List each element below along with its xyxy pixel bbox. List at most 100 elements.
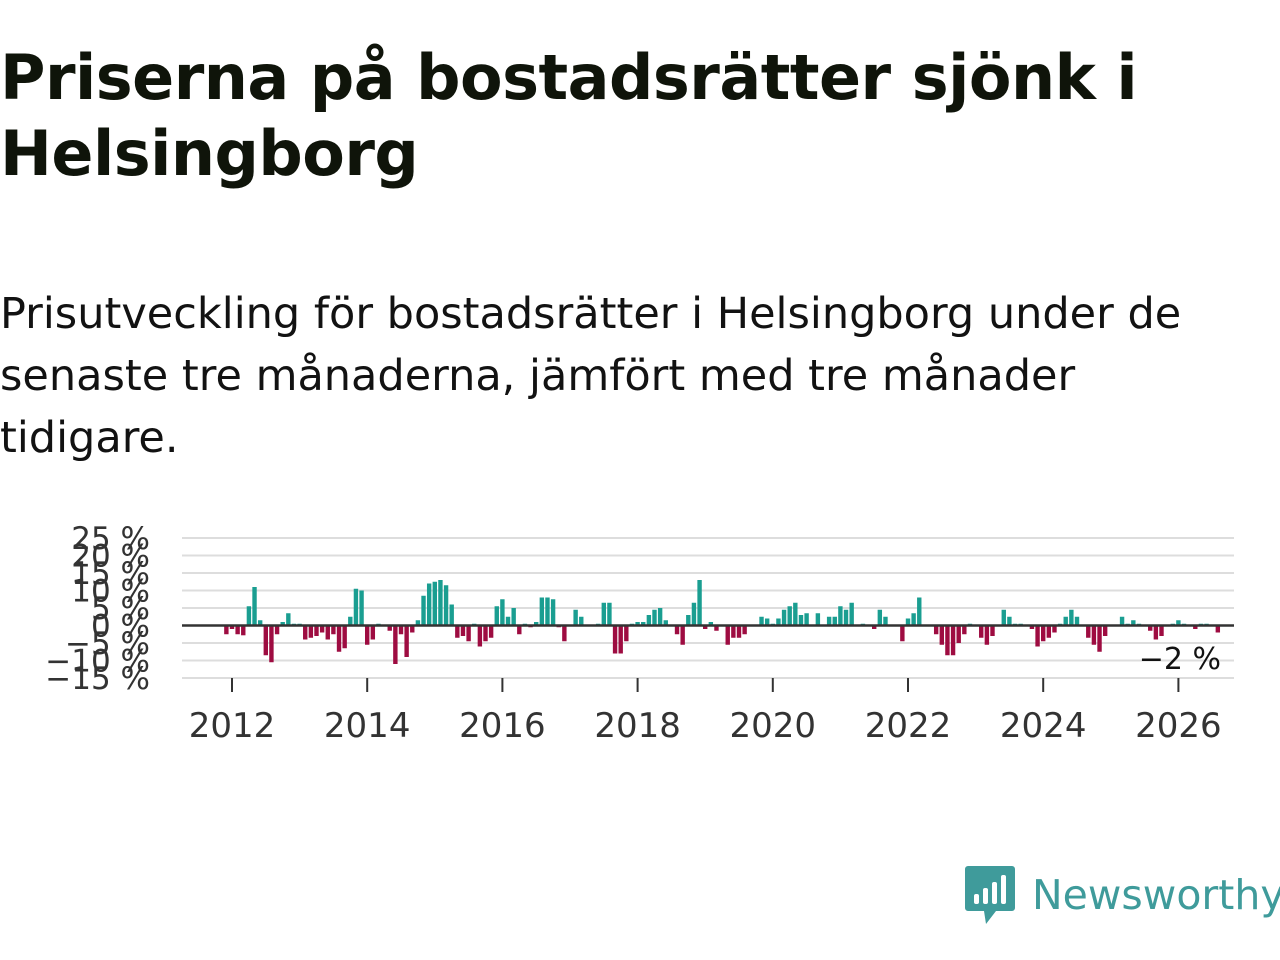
bars [224,580,1221,664]
y-tick-label: 10 % [71,574,150,610]
newsworthy-logo-icon [965,866,1015,924]
bar [263,625,268,656]
bar [804,613,809,626]
bar [815,613,821,626]
bar [331,625,336,635]
x-tick-label: 2024 [1000,706,1087,746]
bar [1029,625,1035,629]
bar [365,625,370,645]
bar [404,625,409,657]
bar [776,618,781,626]
y-tick-label: −10 % [45,644,150,680]
bar [781,609,787,626]
x-tick-label: 2022 [865,706,952,746]
bar [731,625,736,638]
last-value-label: −2 % [1139,642,1221,677]
bar [353,588,359,626]
bar [962,625,967,635]
bar [1086,625,1091,638]
bar [280,622,285,626]
bar [348,616,353,626]
bar [979,625,984,638]
bar [652,609,657,626]
bar [1001,609,1006,626]
bar [826,616,832,626]
bar [246,606,252,626]
y-axis: 25 %20 %15 %10 %5 %0 %−5 %−10 %−15 % [45,521,150,697]
y-tick-label: 15 % [71,556,150,592]
x-tick-label: 2018 [594,706,681,746]
bar [252,587,257,626]
bar [950,625,956,656]
bar [990,625,995,636]
bar [483,625,488,642]
bar [460,625,466,636]
bar [370,625,376,640]
bar [877,609,883,626]
y-tick-label: −5 % [65,626,150,662]
bar [764,618,770,626]
x-tick-label: 2016 [459,706,546,746]
bar [945,625,950,656]
bar [235,625,240,635]
bar [421,595,426,626]
bar [674,625,680,635]
bar [387,625,392,631]
bar [641,622,646,626]
bar [449,604,454,626]
bar [308,625,314,638]
bar [956,625,961,643]
bar [663,620,668,626]
bar [545,597,550,626]
y-tick-label: 0 % [91,609,150,645]
x-tick-label: 2014 [324,706,411,746]
bar [1091,625,1097,645]
bar [1131,620,1136,626]
bar [872,625,877,629]
bar [1119,616,1125,626]
bar [1193,625,1198,629]
bar [274,625,280,635]
bar [398,625,404,635]
bar [286,613,291,626]
bar [1046,625,1052,638]
bar [691,602,697,626]
bar [1215,625,1221,633]
bar [624,625,629,642]
bar [1159,625,1164,636]
bar [443,585,449,626]
bar [534,622,539,626]
bar [241,625,246,636]
bar [438,580,443,626]
bar [229,625,235,629]
bar [1074,616,1080,626]
bar [607,602,612,626]
bar [798,615,804,626]
bar [917,597,922,626]
bar [1148,625,1153,631]
bar [838,606,843,626]
bar [714,625,719,631]
bar [432,581,437,626]
bar [550,599,556,626]
x-tick-label: 2026 [1135,706,1222,746]
bar [314,625,319,636]
y-tick-label: 5 % [91,591,150,627]
y-tick-label: −15 % [45,661,150,697]
gridlines [182,537,1234,679]
bar [517,625,522,635]
bar [477,625,483,647]
bar [1097,625,1102,652]
bar [342,625,347,649]
bar [697,580,702,626]
bar [1102,625,1108,636]
bar [759,616,764,626]
chart-subtitle: Prisutveckling för bostadsrätter i Helsi… [0,289,1182,463]
bar [415,620,421,626]
bar [393,625,398,664]
bar [1153,625,1159,640]
bar [511,608,516,626]
bar [505,616,511,626]
bar [488,625,494,638]
